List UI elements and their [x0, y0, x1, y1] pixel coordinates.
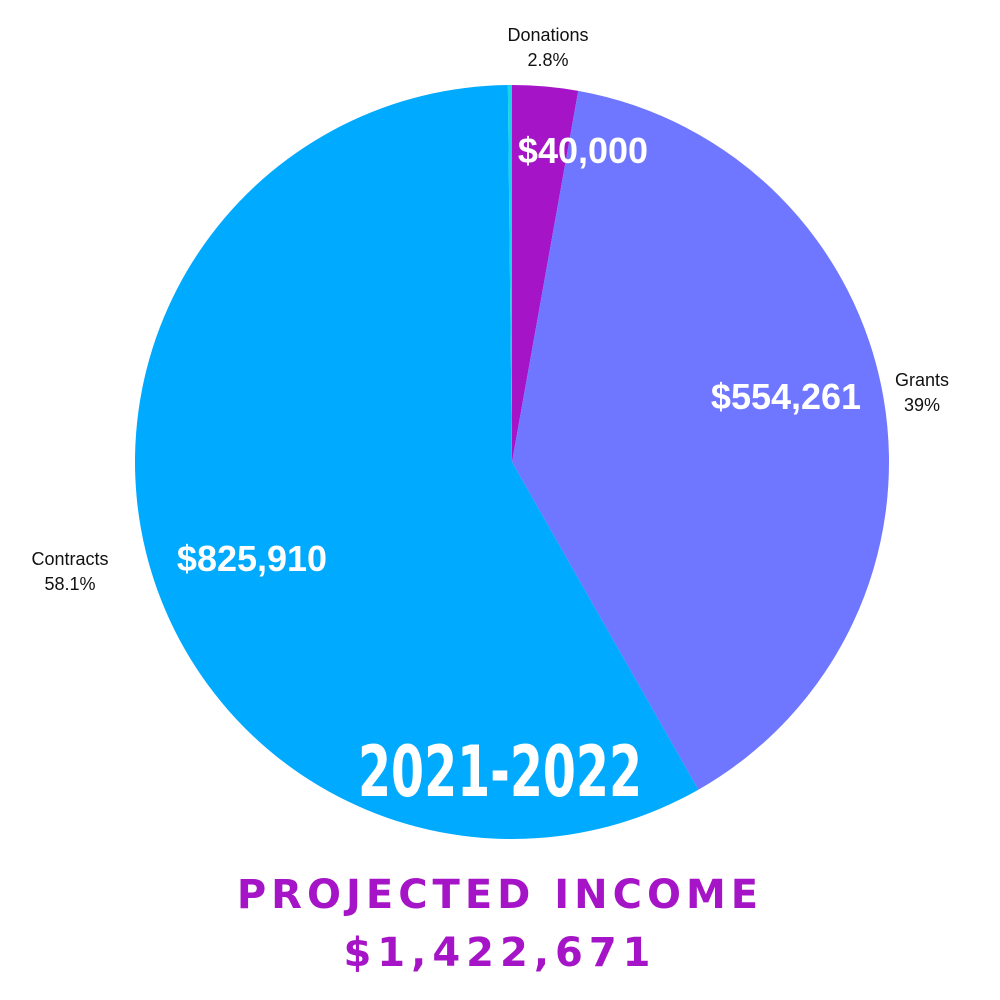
slice-percent-label: 58.1% [44, 574, 95, 594]
pie-slice-donations [512, 85, 579, 462]
slice-percent-label: 2.8% [527, 50, 568, 70]
pie-slice-grants [512, 90, 889, 790]
slice-percent-label: 39% [904, 395, 940, 415]
pie-slice-contracts [135, 85, 699, 840]
slice-value-label: $40,000 [518, 130, 648, 171]
slice-name-label: Contracts [31, 549, 108, 569]
footer-total: $1,422,671 [343, 930, 657, 976]
slice-value-label: $554,261 [711, 376, 861, 417]
slice-value-label: $825,910 [177, 538, 327, 579]
slice-name-label: Donations [507, 25, 588, 45]
pie-chart: $40,000 Donations 2.8% $554,261 Grants 39% $82… [31, 25, 949, 840]
pie-slice-minor [507, 85, 512, 462]
year-label: 2021-2022 [358, 731, 642, 813]
slice-name-label: Grants [895, 370, 949, 390]
footer-title: PROJECTED INCOME [236, 872, 764, 918]
